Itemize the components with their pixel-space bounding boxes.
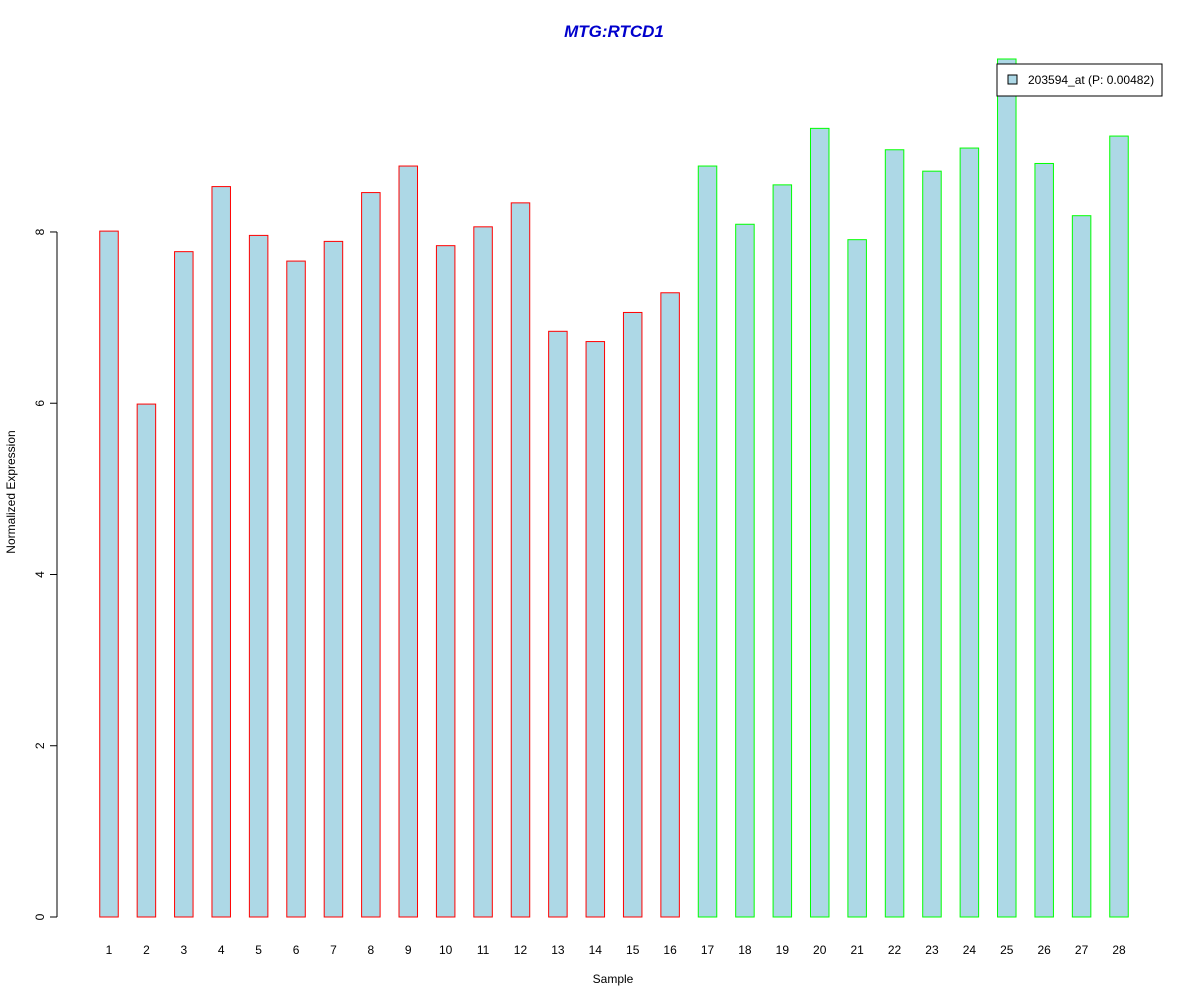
x-tick-label: 2 [143, 943, 150, 957]
legend-swatch [1007, 74, 1018, 85]
bar-sample-12 [510, 202, 531, 918]
bar-sample-16 [660, 292, 680, 918]
x-tick-label: 11 [477, 943, 490, 957]
y-axis-title: Normalized Expression [4, 430, 18, 553]
x-tick-label: 7 [330, 943, 337, 957]
legend: 203594_at (P: 0.00482) [996, 63, 1163, 97]
x-tick-label: 1 [106, 943, 113, 957]
x-tick-label: 22 [888, 943, 902, 957]
bar-sample-11 [473, 226, 493, 918]
bar-sample-23 [922, 170, 942, 918]
x-tick-label: 13 [551, 943, 565, 957]
bar-sample-10 [435, 245, 456, 918]
bar-sample-1 [99, 230, 119, 918]
bar-sample-6 [286, 260, 306, 918]
x-tick-label: 21 [850, 943, 864, 957]
x-tick-label: 27 [1075, 943, 1089, 957]
y-tick-label: 6 [33, 400, 47, 407]
x-tick-label: 16 [663, 943, 677, 957]
bar-sample-28 [1109, 135, 1129, 918]
bar-sample-7 [323, 240, 344, 918]
x-tick-label: 24 [963, 943, 977, 957]
x-tick-label: 3 [180, 943, 187, 957]
y-tick-label: 0 [33, 913, 47, 920]
bar-sample-24 [959, 147, 980, 918]
x-tick-label: 19 [776, 943, 790, 957]
x-tick-label: 20 [813, 943, 827, 957]
x-tick-label: 5 [255, 943, 262, 957]
y-axis: 0 2 4 6 8 [33, 228, 58, 920]
x-tick-label: 4 [218, 943, 225, 957]
bar-sample-26 [1034, 162, 1054, 918]
bar-sample-9 [398, 165, 419, 918]
legend-label: 203594_at (P: 0.00482) [1028, 73, 1154, 87]
bars-group [99, 58, 1129, 918]
bar-sample-25 [997, 58, 1017, 918]
bar-sample-21 [847, 239, 867, 918]
bar-sample-2 [136, 403, 157, 918]
bar-sample-20 [809, 127, 830, 918]
bar-sample-22 [884, 149, 905, 918]
x-tick-label: 28 [1112, 943, 1126, 957]
x-axis-title: Sample [593, 972, 634, 986]
bar-sample-5 [248, 234, 269, 918]
x-tick-label: 12 [514, 943, 528, 957]
y-tick-label: 2 [33, 742, 47, 749]
legend-box [996, 63, 1163, 97]
bar-sample-15 [622, 311, 643, 918]
y-tick-label: 4 [33, 571, 47, 578]
bar-sample-13 [548, 330, 568, 918]
bar-sample-27 [1071, 215, 1092, 918]
x-tick-labels: 1 2 3 4 5 6 7 8 9 10 11 12 13 14 15 16 17 18 19 20 21 22 23 24 2… [106, 943, 1126, 957]
x-tick-label: 15 [626, 943, 640, 957]
bar-sample-3 [174, 251, 194, 918]
x-tick-label: 23 [925, 943, 939, 957]
x-tick-label: 26 [1038, 943, 1052, 957]
x-tick-label: 8 [368, 943, 375, 957]
x-tick-label: 10 [439, 943, 453, 957]
x-tick-label: 17 [701, 943, 715, 957]
bar-sample-18 [735, 223, 755, 918]
bar-sample-4 [211, 186, 231, 918]
bar-sample-14 [585, 341, 606, 918]
x-tick-label: 18 [738, 943, 752, 957]
bar-sample-17 [697, 165, 718, 918]
bar-sample-8 [361, 192, 381, 918]
chart-title: MTG:RTCD1 [564, 22, 664, 41]
x-tick-label: 25 [1000, 943, 1014, 957]
x-tick-label: 6 [293, 943, 300, 957]
bar-sample-19 [772, 184, 793, 918]
x-tick-label: 14 [589, 943, 603, 957]
y-tick-label: 8 [33, 228, 47, 235]
x-tick-label: 9 [405, 943, 412, 957]
